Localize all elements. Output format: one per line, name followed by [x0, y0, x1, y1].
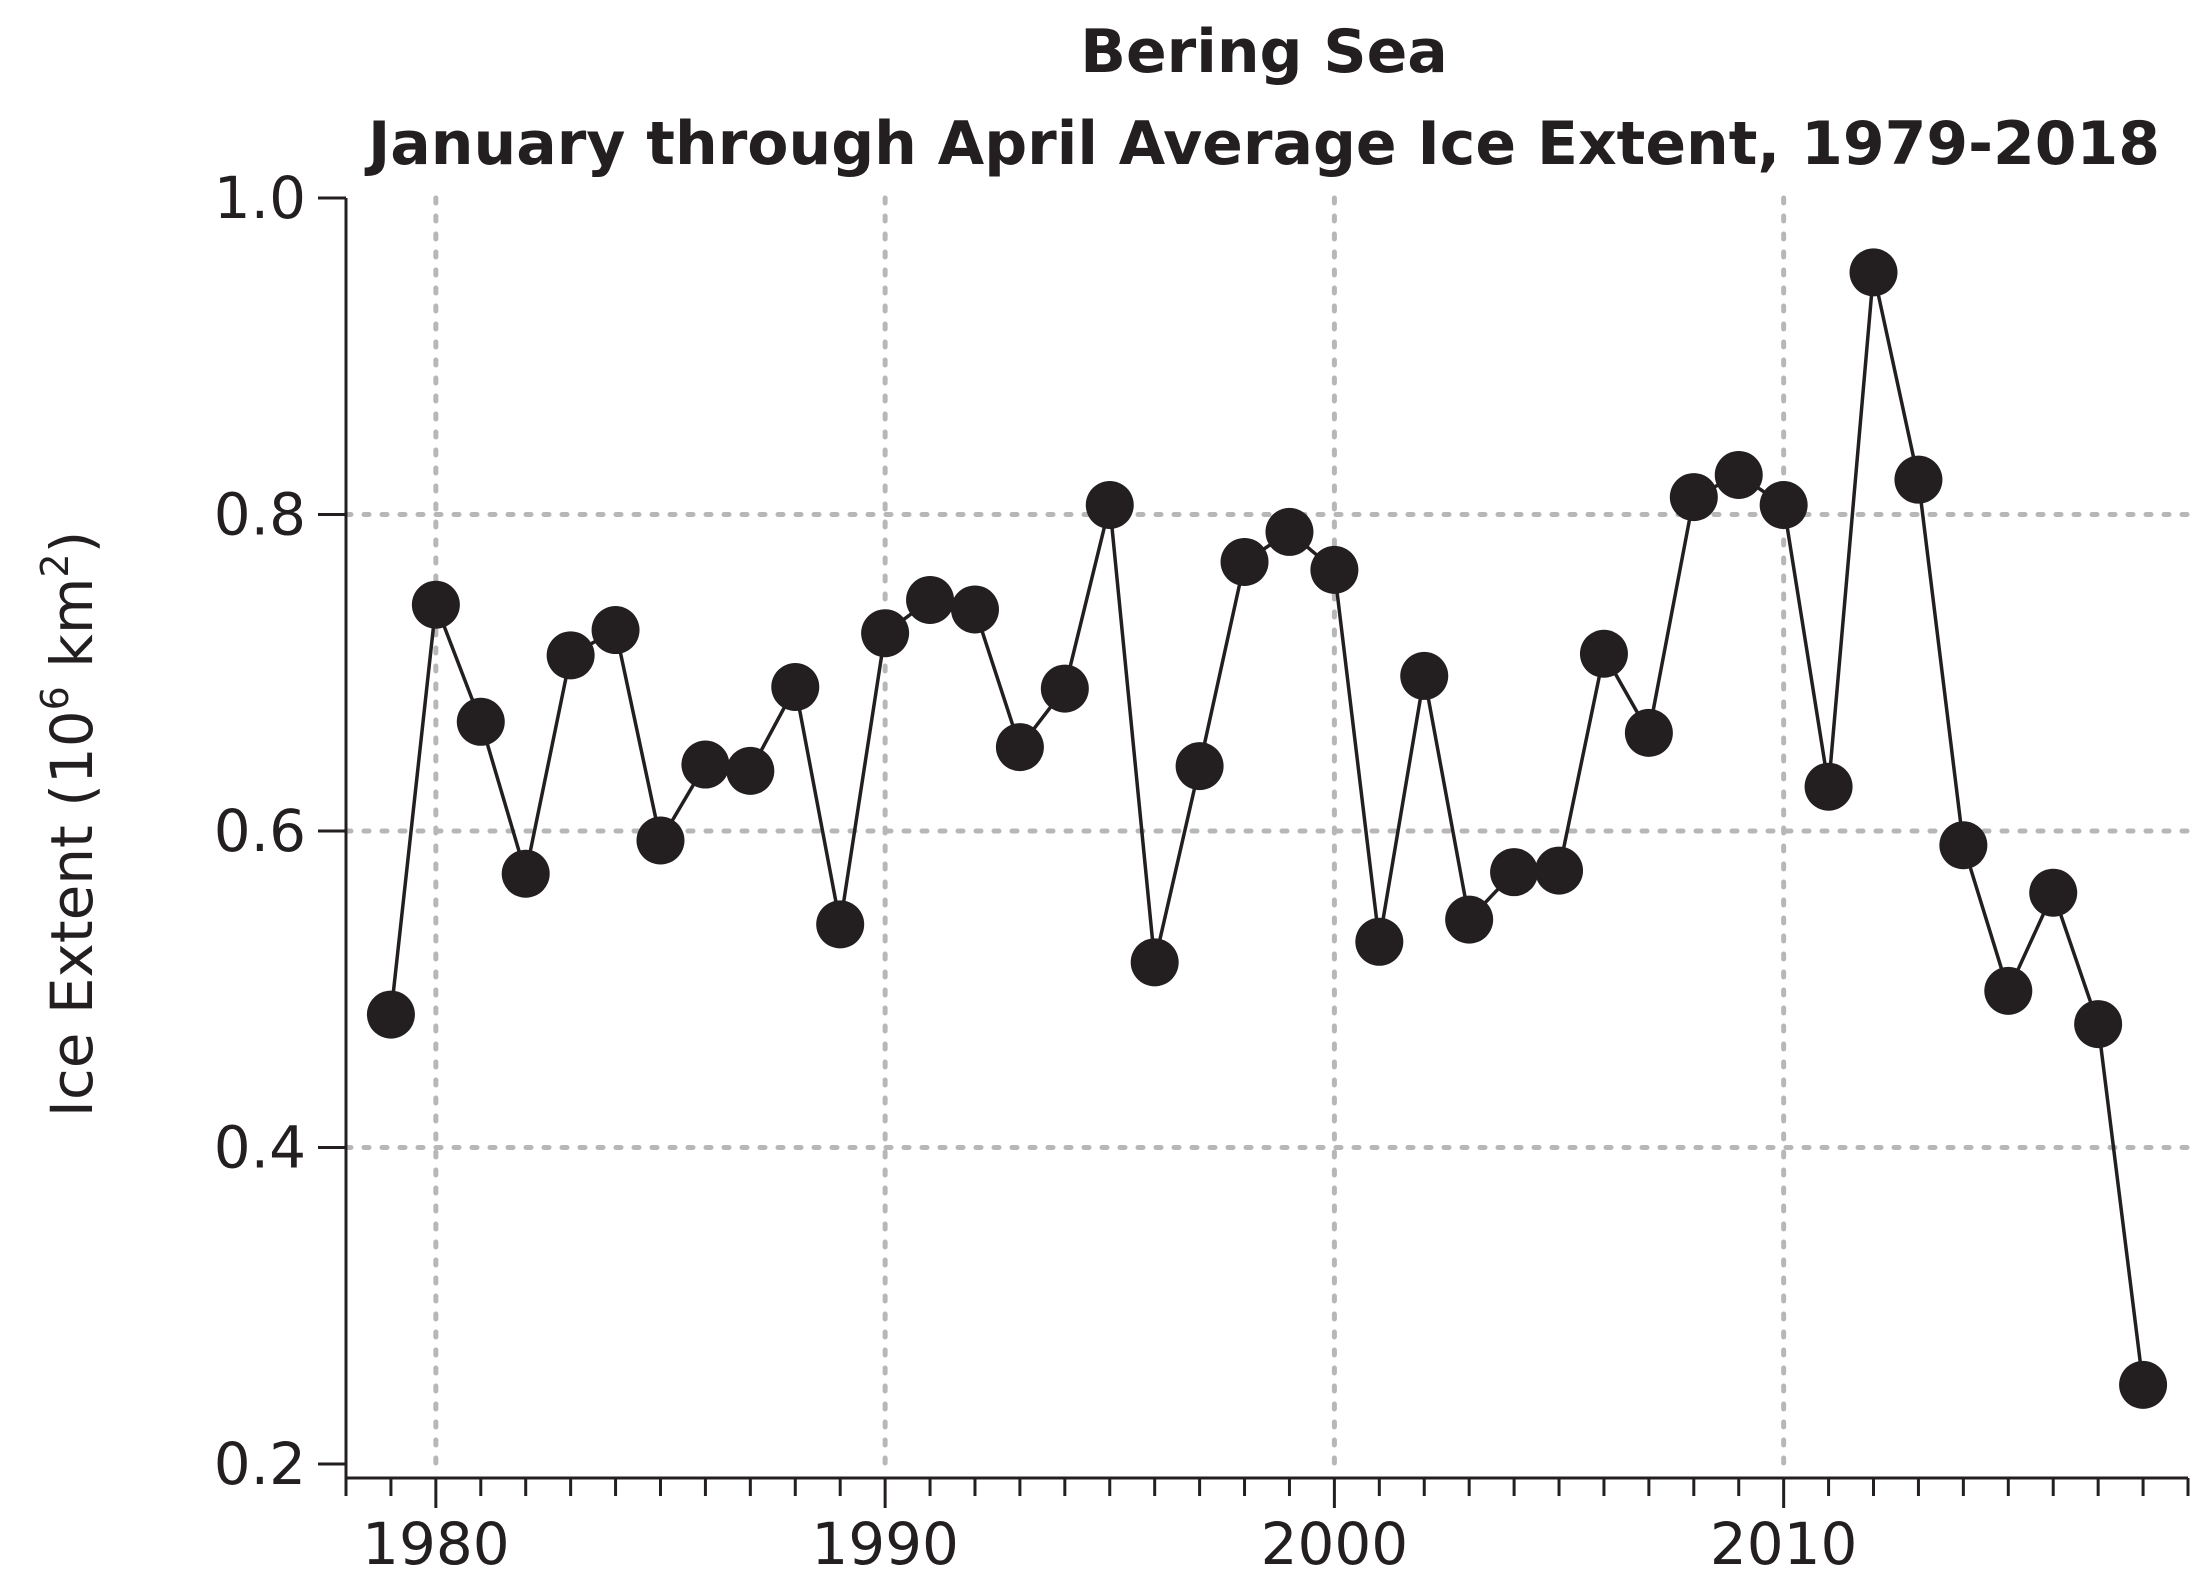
series-line [389, 270, 2145, 1386]
axes [318, 196, 2190, 1508]
data-point-2014 [1939, 821, 1988, 870]
x-tick-label-1990: 1990 [811, 1510, 959, 1578]
data-point-2016 [2029, 868, 2078, 917]
y-tick-label-0.8: 0.8 [214, 481, 306, 549]
data-point-2010 [1759, 481, 1808, 530]
data-point-1990 [861, 609, 910, 658]
y-axis-label-prefix: Ice Extent (10 [38, 710, 106, 1117]
chart-title-line-1: Bering Sea [1080, 17, 1448, 87]
data-point-1998 [1220, 537, 1269, 586]
data-point-2013 [1894, 455, 1943, 504]
data-point-1993 [995, 723, 1044, 772]
data-point-1988 [771, 662, 820, 711]
y-axis-label-exponent: 6 [33, 686, 77, 710]
chart-title-line-2: January through April Average Ice Extent… [364, 109, 2160, 179]
series-ice-extent [366, 248, 2168, 1409]
data-point-2009 [1714, 450, 1763, 499]
data-point-1986 [681, 740, 730, 789]
data-point-2011 [1804, 762, 1853, 811]
data-point-2008 [1669, 473, 1718, 522]
data-point-2001 [1355, 917, 1404, 966]
data-point-2007 [1624, 708, 1673, 757]
y-tick-label-0.4: 0.4 [214, 1114, 306, 1182]
data-point-1987 [726, 746, 775, 795]
y-axis-label-unit: km [38, 578, 106, 687]
data-point-1991 [906, 575, 955, 624]
data-point-1979 [366, 990, 415, 1039]
chart-text: Bering Sea January through April Average… [33, 17, 2160, 1578]
grid-lines [343, 195, 2191, 1467]
data-point-2012 [1849, 248, 1898, 297]
y-tick-label-0.6: 0.6 [214, 797, 306, 865]
data-point-2004 [1490, 848, 1539, 897]
data-point-1983 [546, 631, 595, 680]
data-point-2005 [1535, 846, 1584, 895]
data-point-2017 [2074, 1000, 2123, 1049]
y-axis-label-suffix: ) [38, 531, 106, 554]
data-point-1989 [816, 900, 865, 949]
data-point-2002 [1400, 651, 1449, 700]
data-point-1997 [1175, 742, 1224, 791]
data-point-2018 [2119, 1360, 2168, 1409]
data-point-1996 [1130, 938, 1179, 987]
x-tick-label-1980: 1980 [362, 1510, 510, 1578]
data-point-2015 [1984, 966, 2033, 1015]
data-point-1980 [411, 580, 460, 629]
data-point-1982 [501, 849, 550, 898]
data-point-1995 [1085, 481, 1134, 530]
data-point-1992 [950, 585, 999, 634]
x-tick-label-2010: 2010 [1710, 1510, 1858, 1578]
data-point-1985 [636, 816, 685, 865]
y-tick-label-0.2: 0.2 [214, 1430, 306, 1498]
x-tick-label-2000: 2000 [1261, 1510, 1409, 1578]
data-point-2000 [1310, 545, 1359, 594]
y-axis-label-unit-exponent: 2 [33, 553, 77, 577]
data-point-1999 [1265, 507, 1314, 556]
data-point-2006 [1579, 629, 1628, 678]
y-axis-label: Ice Extent (106 km2) [33, 531, 106, 1117]
data-point-1984 [591, 606, 640, 655]
y-tick-label-1.0: 1.0 [214, 164, 306, 232]
data-point-2003 [1445, 895, 1494, 944]
data-point-1981 [456, 697, 505, 746]
data-point-1994 [1040, 664, 1089, 713]
